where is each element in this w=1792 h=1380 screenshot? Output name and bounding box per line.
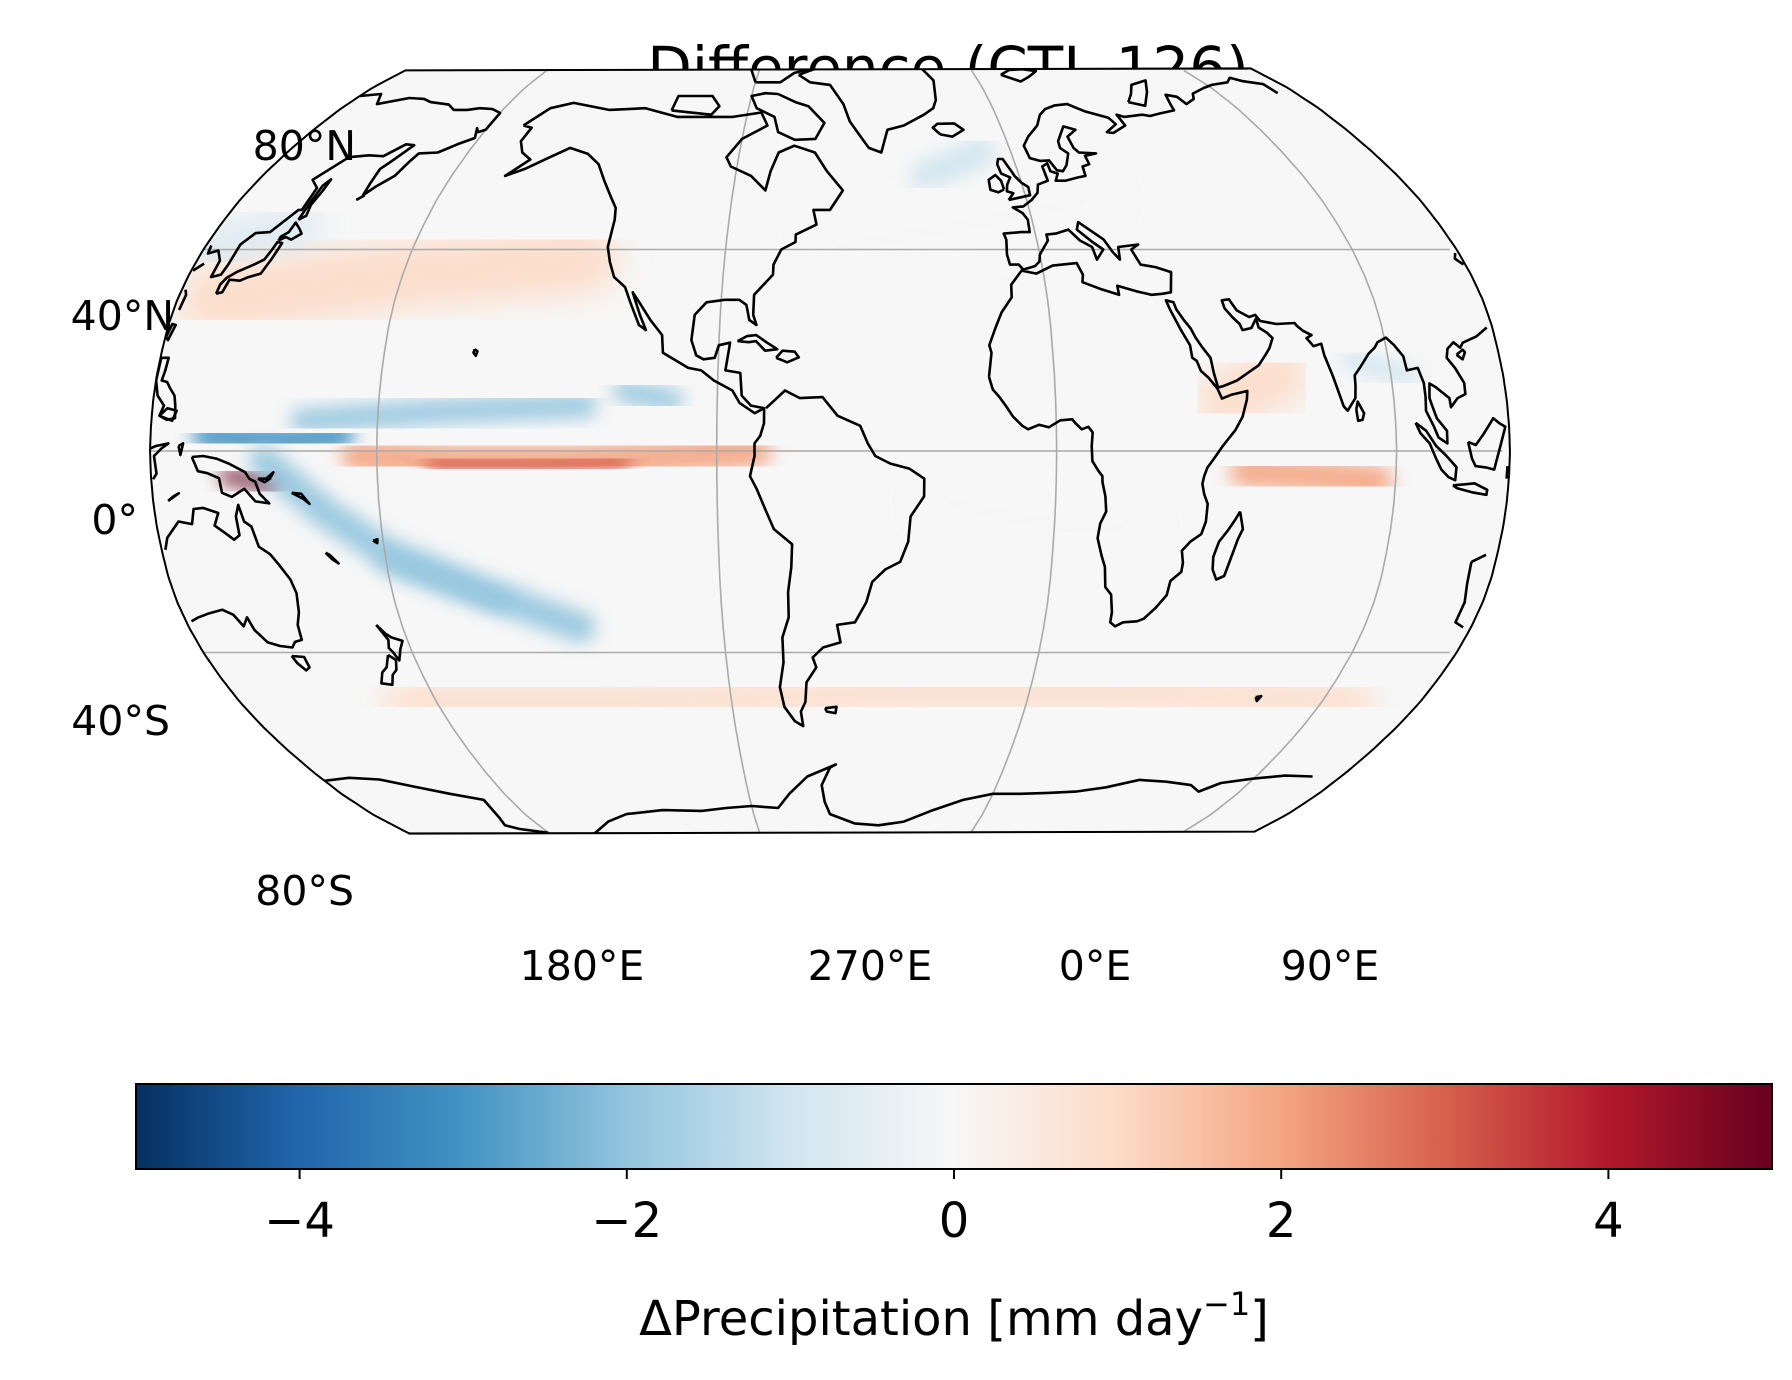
- coastline-kerguelen: [1254, 694, 1263, 703]
- coastline-new-britain: [257, 470, 275, 484]
- lat-label-40s: 40°S: [71, 697, 170, 745]
- coastline-new-zealand-north: [375, 623, 404, 662]
- coastline-iceland: [931, 122, 965, 138]
- coastline-mindanao: [158, 406, 178, 423]
- coastline-philippines: [154, 356, 177, 422]
- coastline-cuba: [736, 333, 779, 352]
- map-panel: 80°N 40°N 0° 40°S 80°S 180°E 270°E 0°E 9…: [71, 67, 1511, 990]
- coastline-sulawesi: [150, 442, 1509, 480]
- lon-label-180e: 180°E: [520, 942, 645, 990]
- coastline-australia: [164, 503, 1487, 649]
- lon-label-0e: 0°E: [1059, 942, 1132, 990]
- coastline-taiwan: [164, 322, 177, 342]
- coastline-sakhalin: [297, 178, 333, 221]
- coastline-fiji: [372, 537, 379, 545]
- coastline-ellesmere: [748, 68, 827, 84]
- gridline: [375, 69, 551, 834]
- lat-label-40n: 40°N: [71, 292, 174, 340]
- colorbar: −4 −2 0 2 4 ΔPrecipitation [mm day−1]: [135, 1083, 1773, 1347]
- coastline-new-guinea: [190, 454, 271, 505]
- coastline-antarctica: [324, 763, 1313, 834]
- coastline-victoria-island: [670, 94, 721, 116]
- lat-label-0: 0°: [91, 496, 138, 544]
- map-frame: [149, 67, 1511, 835]
- colorbar-tick-label: 2: [1266, 1193, 1297, 1249]
- coastline-new-caledonia: [324, 551, 340, 565]
- coastline-japan: [214, 240, 284, 296]
- coastline-britain: [995, 157, 1032, 202]
- coastline-falklands: [823, 705, 838, 715]
- coastline-baffin: [750, 91, 826, 142]
- coastline-halmahera: [177, 442, 185, 457]
- colorbar-tick-label: 4: [1593, 1193, 1624, 1249]
- gridline: [715, 70, 761, 834]
- colorbar-label-end: ]: [1250, 1291, 1269, 1347]
- coastlines: [150, 68, 1509, 834]
- colorbar-tick-label: −4: [264, 1193, 335, 1249]
- coastline-madagascar: [1211, 510, 1245, 581]
- gridline: [969, 69, 1058, 834]
- coastline-greenland: [797, 68, 938, 154]
- coastline-hainan: [1455, 348, 1467, 361]
- gridline: [1179, 69, 1398, 834]
- lon-label-270e: 270°E: [808, 942, 933, 990]
- coastline-java: [1452, 482, 1489, 497]
- coastline-sumatra: [1414, 421, 1458, 482]
- coastline-hawaii: [472, 348, 479, 358]
- lon-label-90e: 90°E: [1281, 942, 1380, 990]
- colorbar-label-main: ΔPrecipitation [mm day: [639, 1291, 1203, 1347]
- coastline-south-america: [748, 389, 926, 728]
- coastline-borneo: [1466, 416, 1507, 471]
- colorbar-gradient: [135, 1083, 1773, 1170]
- colorbar-tick-label: 0: [939, 1193, 970, 1249]
- coastline-new-zealand-south: [380, 653, 398, 687]
- coastline-tasmania: [290, 654, 311, 672]
- coastline-solomons: [291, 491, 311, 506]
- coastline-sri-lanka: [1355, 400, 1366, 423]
- colorbar-label: ΔPrecipitation [mm day−1]: [639, 1285, 1269, 1347]
- coastline-ireland: [987, 173, 1006, 194]
- colorbar-tick-label: −2: [591, 1193, 662, 1249]
- coastline-timor: [167, 492, 181, 502]
- coastline-north-america: [503, 101, 845, 415]
- coastline-kamchatka-islands: [355, 194, 366, 202]
- colorbar-ticks: −4 −2 0 2 4: [264, 1169, 1624, 1249]
- coastline-hispaniola: [775, 349, 801, 364]
- coastline-novaya-zemlya: [1127, 79, 1149, 108]
- coastline-svalbard: [1000, 68, 1038, 83]
- coastline-hokkaido: [277, 221, 303, 242]
- colorbar-label-sup: −1: [1203, 1285, 1250, 1323]
- lat-label-80n: 80°N: [253, 122, 356, 170]
- lat-label-80s: 80°S: [255, 867, 354, 915]
